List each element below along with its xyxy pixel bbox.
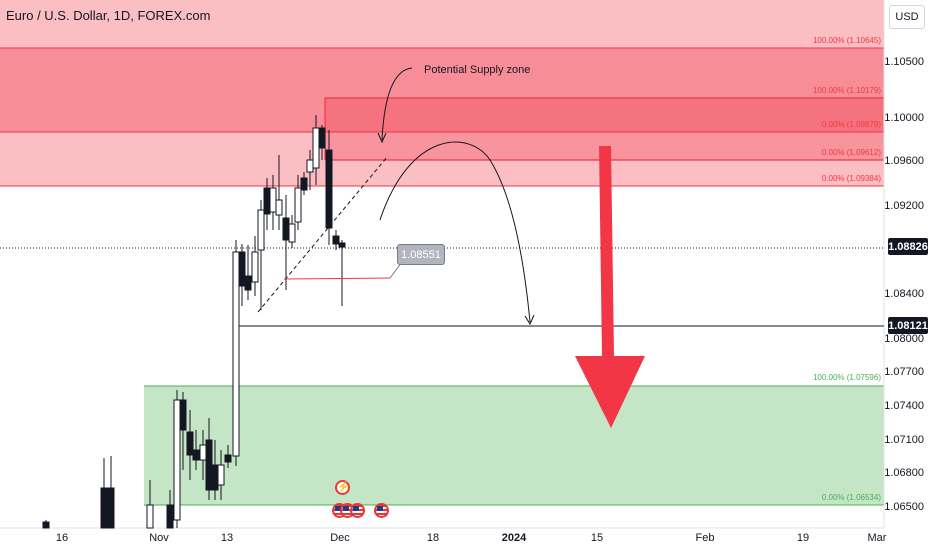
candle-body	[146, 504, 154, 529]
time-label: 19	[796, 532, 810, 544]
symbol-title: Euro / U.S. Dollar, 1D, FOREX.com	[6, 8, 211, 23]
time-label: 13	[220, 532, 234, 544]
price-label: 1.10500	[884, 56, 924, 68]
time-label: Mar	[867, 532, 887, 544]
price-label: 1.07400	[884, 400, 924, 412]
fib-label: 100.00% (1.07596)	[812, 373, 881, 382]
lightning-icon[interactable]: ⚡	[335, 480, 350, 495]
time-label: Nov	[149, 532, 169, 544]
price-label: 1.07100	[884, 434, 924, 446]
candle-body	[166, 504, 174, 529]
price-label: 1.08400	[884, 288, 924, 300]
candle-body	[244, 275, 252, 291]
us-flag-icon[interactable]	[374, 503, 389, 518]
projection-arc[interactable]	[379, 141, 531, 323]
candle-body	[42, 521, 50, 529]
candle-body	[294, 187, 302, 223]
price-label: 1.09200	[884, 200, 924, 212]
candle-body	[199, 444, 207, 461]
supply-pointer-arrow[interactable]	[381, 67, 413, 141]
candle-body	[217, 464, 225, 486]
supply-zone-outer	[0, 0, 884, 186]
fib-label: 0.00% (1.06534)	[821, 493, 881, 502]
us-flag-icon[interactable]	[350, 503, 365, 518]
price-marker-line[interactable]	[283, 277, 391, 280]
time-label: Dec	[330, 532, 350, 544]
candle-body	[318, 127, 326, 149]
candle-body	[269, 187, 277, 213]
price-label: 1.09600	[884, 155, 924, 167]
fib-label: 0.00% (1.09879)	[821, 120, 881, 129]
candle-body	[300, 177, 308, 191]
bearish-arrow[interactable]	[575, 146, 645, 428]
candle-body	[251, 251, 259, 283]
candle-body	[238, 251, 246, 287]
fib-label: 0.00% (1.09612)	[821, 148, 881, 157]
demand-zone	[144, 386, 884, 505]
candle-body	[107, 487, 115, 529]
time-label: Feb	[695, 532, 715, 544]
candle-body	[338, 242, 346, 248]
price-label: 1.06800	[884, 467, 924, 479]
price-label: 1.07700	[884, 366, 924, 378]
candle-body	[257, 209, 265, 251]
candle-body	[232, 251, 240, 457]
candle-body	[332, 235, 340, 245]
candle-body	[100, 487, 108, 529]
supply-zone-label[interactable]: Potential Supply zone	[424, 64, 531, 76]
level-price-badge[interactable]: 1.08121	[888, 317, 928, 334]
fib-label: 0.00% (1.09384)	[821, 174, 881, 183]
current-price-badge: 1.08826	[888, 238, 928, 255]
candles	[42, 115, 346, 529]
price-label: 1.10000	[884, 112, 924, 124]
fib-label: 100.00% (1.10645)	[812, 36, 881, 45]
candle-body	[275, 199, 283, 216]
supply-zone-upper	[0, 48, 884, 132]
currency-button[interactable]: USD	[889, 5, 925, 29]
time-label: 18	[426, 532, 440, 544]
fib-label: 100.00% (1.10179)	[812, 86, 881, 95]
candle-body	[192, 449, 200, 461]
price-tooltip[interactable]: 1.08551	[397, 244, 445, 265]
candle-body	[224, 454, 232, 463]
candle-body	[173, 399, 181, 521]
candle-body	[263, 187, 271, 215]
candle-body	[325, 149, 333, 229]
trend-line-dashed[interactable]	[257, 155, 389, 313]
candle-body	[282, 217, 290, 241]
candle-body	[306, 159, 314, 173]
candle-body	[205, 439, 213, 491]
time-label: 15	[590, 532, 604, 544]
price-label: 1.06500	[884, 501, 924, 513]
price-label: 1.08000	[884, 333, 924, 345]
candle-body	[186, 431, 194, 456]
time-label: 2024	[501, 532, 527, 544]
candle-body	[211, 464, 219, 491]
candle-body	[288, 223, 296, 243]
candle-body	[312, 127, 320, 169]
time-label: 16	[55, 532, 69, 544]
candle-body	[179, 399, 187, 431]
